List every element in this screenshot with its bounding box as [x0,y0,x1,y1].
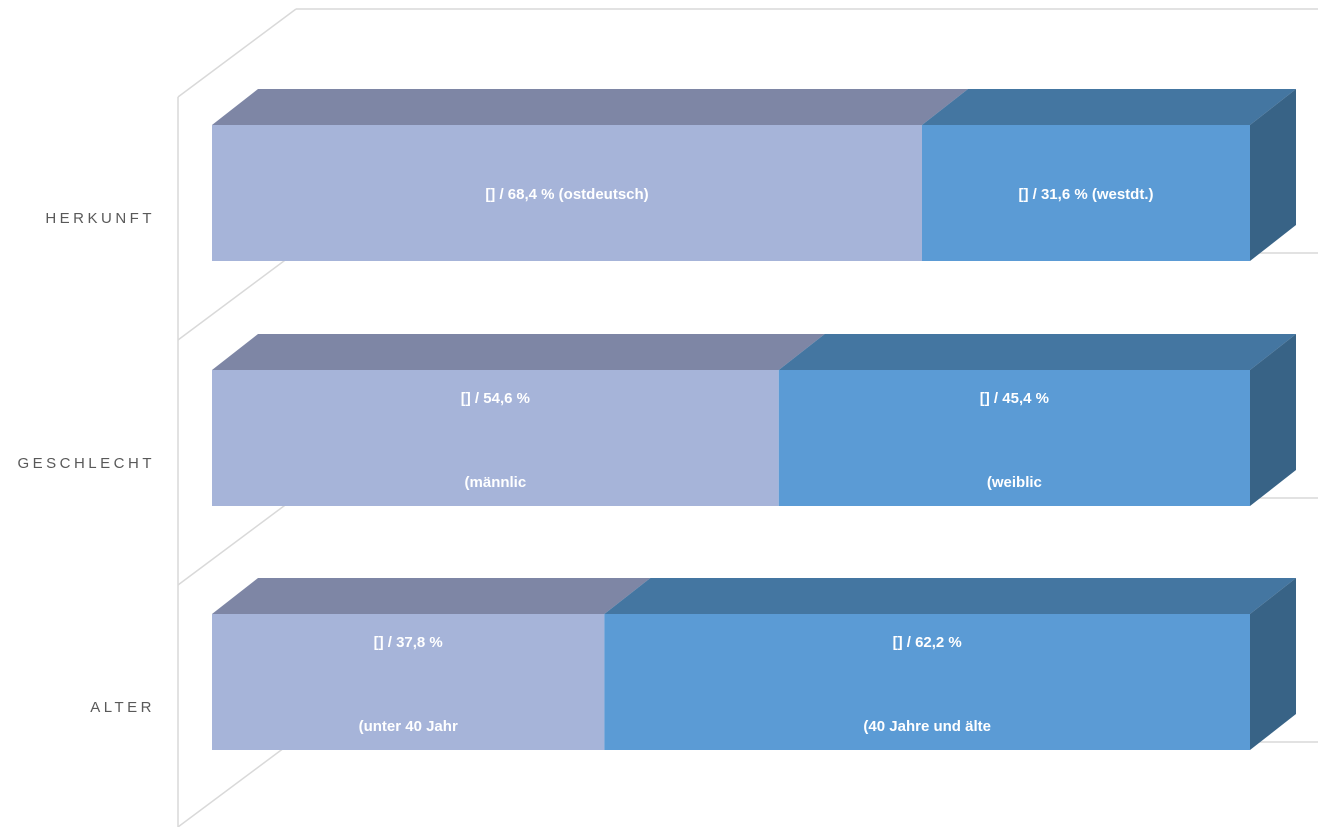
data-label: [] / 45,4 % [980,390,1049,407]
gridlines [177,8,1318,827]
category-separator [177,8,297,98]
bar-top-face [604,578,1296,614]
bar-top-face [212,89,968,125]
bar-side-face [1250,89,1296,261]
data-label: [] / 54,6 % [461,390,530,407]
data-label: [] / 31,6 % (westdt.) [1018,186,1153,203]
data-label: (weiblic [987,474,1042,491]
data-label: (40 Jahre und älte [863,718,991,735]
bar-segment [212,370,779,506]
data-label: (unter 40 Jahr [359,718,458,735]
category-label: HERKUNFT [45,210,155,227]
category-axis: HERKUNFT GESCHLECHT ALTER [17,210,155,716]
bar-top-face [778,334,1296,370]
bar-top-face [212,578,651,614]
bars [212,89,1296,750]
category-separator [177,738,297,827]
category-label: ALTER [90,699,155,716]
bar-segment [604,614,1250,750]
data-label: (männlic [465,474,527,491]
bar-side-face [1250,578,1296,750]
category-separator [177,496,297,586]
data-label: [] / 37,8 % [374,634,443,651]
bar-top-face [212,334,825,370]
bar-segment [212,125,922,261]
bar-segment [778,370,1250,506]
data-label: [] / 62,2 % [893,634,962,651]
bar-side-face [1250,334,1296,506]
data-label: [] / 68,4 % (ostdeutsch) [485,186,648,203]
bar-segment [921,125,1250,261]
bar-segment [212,614,605,750]
bar-top-face [921,89,1296,125]
data-labels: [] / 68,4 % (ostdeutsch) [] / 31,6 % (wes… [359,186,1154,735]
category-separator [177,251,297,341]
category-label: GESCHLECHT [17,455,155,472]
